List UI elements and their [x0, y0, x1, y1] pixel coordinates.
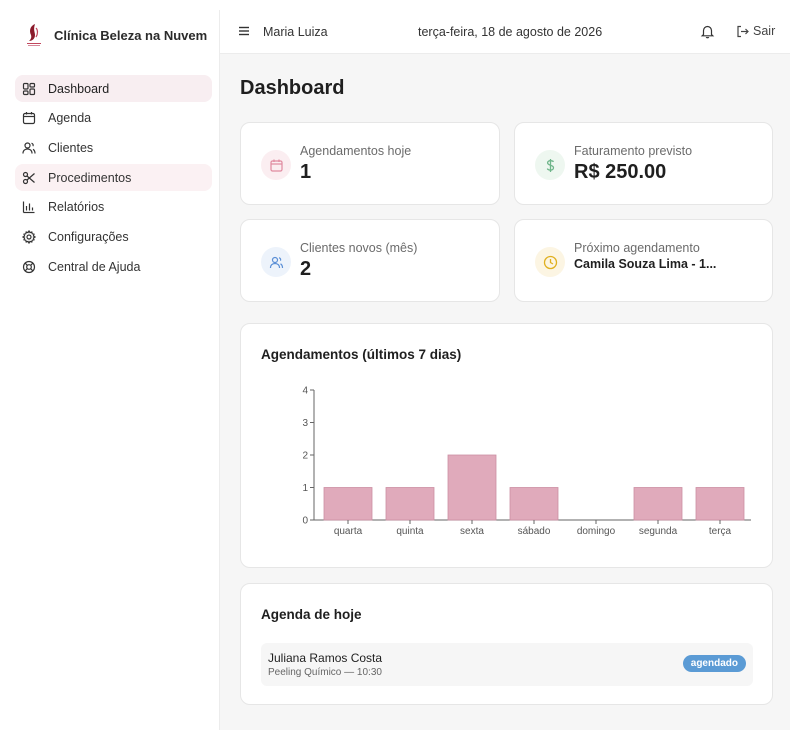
lifebuoy-icon [22, 260, 36, 274]
y-tick-label: 4 [302, 386, 308, 397]
bar [385, 487, 435, 521]
sidebar-item-label: Agenda [48, 111, 92, 126]
sidebar-item-label: Dashboard [48, 81, 110, 96]
status-badge: agendado [682, 655, 746, 672]
sidebar-nav: Dashboard Agenda Clientes Procedimentos … [15, 75, 212, 283]
x-tick-label: domingo [577, 526, 616, 537]
sidebar-item-label: Configurações [48, 229, 129, 244]
dollar-icon [535, 150, 565, 180]
x-tick-label: quinta [396, 526, 424, 537]
sidebar: Clínica Beleza na Nuvem Dashboard Agenda… [0, 10, 220, 730]
sidebar-item-relatorios[interactable]: Relatórios [15, 194, 212, 221]
user-name: Maria Luiza [263, 25, 328, 39]
scissors-icon [22, 171, 36, 185]
bar [447, 454, 497, 521]
stat-label: Faturamento previsto [574, 144, 693, 158]
page-title: Dashboard [240, 77, 345, 99]
appointments-bar-chart: 0 1 2 3 4 quarta quinta sexta sábado domingo segun… [302, 386, 751, 537]
logout-icon [737, 25, 749, 37]
appointment-client: Juliana Ramos Costa [268, 651, 383, 665]
stat-value: 1 [300, 161, 312, 183]
gear-icon [22, 229, 36, 244]
bar [695, 487, 745, 521]
x-tick-label: segunda [639, 526, 678, 537]
clock-icon [535, 247, 565, 277]
appointment-detail: Peeling Químico — 10:30 [268, 667, 382, 678]
sidebar-item-agenda[interactable]: Agenda [15, 105, 212, 132]
bar [633, 487, 683, 521]
x-tick-label: terça [709, 526, 732, 537]
topbar: Maria Luiza terça-feira, 18 de agosto de… [220, 10, 790, 54]
logout-label: Sair [753, 24, 776, 38]
sidebar-item-dashboard[interactable]: Dashboard [15, 75, 212, 102]
stat-card-expected-revenue: Faturamento previsto R$ 250.00 [514, 122, 773, 205]
bell-icon[interactable] [700, 24, 715, 39]
users-icon [22, 141, 36, 155]
sidebar-item-clientes[interactable]: Clientes [15, 134, 212, 161]
stat-label: Agendamentos hoje [300, 144, 412, 158]
sidebar-item-central-de-ajuda[interactable]: Central de Ajuda [15, 253, 212, 280]
bar [323, 487, 373, 521]
sidebar-item-label: Relatórios [48, 200, 105, 215]
stat-card-new-clients: Clientes novos (mês) 2 [240, 219, 500, 302]
bar-chart-icon [22, 200, 36, 214]
stat-value[interactable]: Camila Souza Lima - 1... [574, 257, 717, 271]
chart-card: Agendamentos (últimos 7 dias) 0 1 2 3 4 quart… [240, 323, 773, 568]
sidebar-item-configuracoes[interactable]: Configurações [15, 223, 212, 250]
y-tick-label: 3 [302, 418, 308, 429]
sidebar-item-label: Procedimentos [48, 170, 132, 185]
stat-label: Próximo agendamento [574, 241, 700, 255]
appointment-row[interactable]: Juliana Ramos Costa Peeling Químico — 10… [261, 643, 753, 686]
menu-icon[interactable] [238, 25, 250, 37]
y-tick-label: 1 [302, 483, 308, 494]
bar [509, 487, 559, 521]
brand[interactable]: Clínica Beleza na Nuvem [24, 22, 207, 48]
y-tick-label: 2 [302, 451, 308, 462]
calendar-icon [22, 111, 36, 125]
calendar-icon [261, 150, 291, 180]
clinic-logo [27, 24, 41, 46]
sidebar-item-label: Central de Ajuda [48, 259, 141, 274]
agenda-title: Agenda de hoje [261, 607, 362, 622]
y-tick-label: 0 [302, 516, 308, 527]
current-date: terça-feira, 18 de agosto de 2026 [418, 25, 603, 39]
x-tick-label: sábado [518, 526, 551, 537]
brand-name: Clínica Beleza na Nuvem [54, 27, 208, 43]
chart-title: Agendamentos (últimos 7 dias) [261, 347, 462, 362]
stat-value: R$ 250.00 [574, 161, 667, 183]
main-content: Maria Luiza terça-feira, 18 de agosto de… [220, 10, 790, 730]
x-tick-label: sexta [460, 526, 484, 537]
stat-value: 2 [300, 258, 312, 280]
sidebar-item-procedimentos[interactable]: Procedimentos [15, 164, 212, 192]
stat-card-appointments-today: Agendamentos hoje 1 [240, 122, 500, 205]
sidebar-item-label: Clientes [48, 140, 94, 155]
today-agenda-card: Agenda de hoje Juliana Ramos Costa Peeli… [240, 583, 773, 705]
x-tick-label: quarta [334, 526, 363, 537]
logout-button[interactable]: Sair [736, 24, 775, 38]
stat-label: Clientes novos (mês) [300, 241, 418, 255]
stat-card-next-appointment: Próximo agendamento Camila Souza Lima - … [514, 219, 773, 302]
users-icon [261, 247, 291, 277]
dashboard-grid-icon [22, 82, 36, 96]
